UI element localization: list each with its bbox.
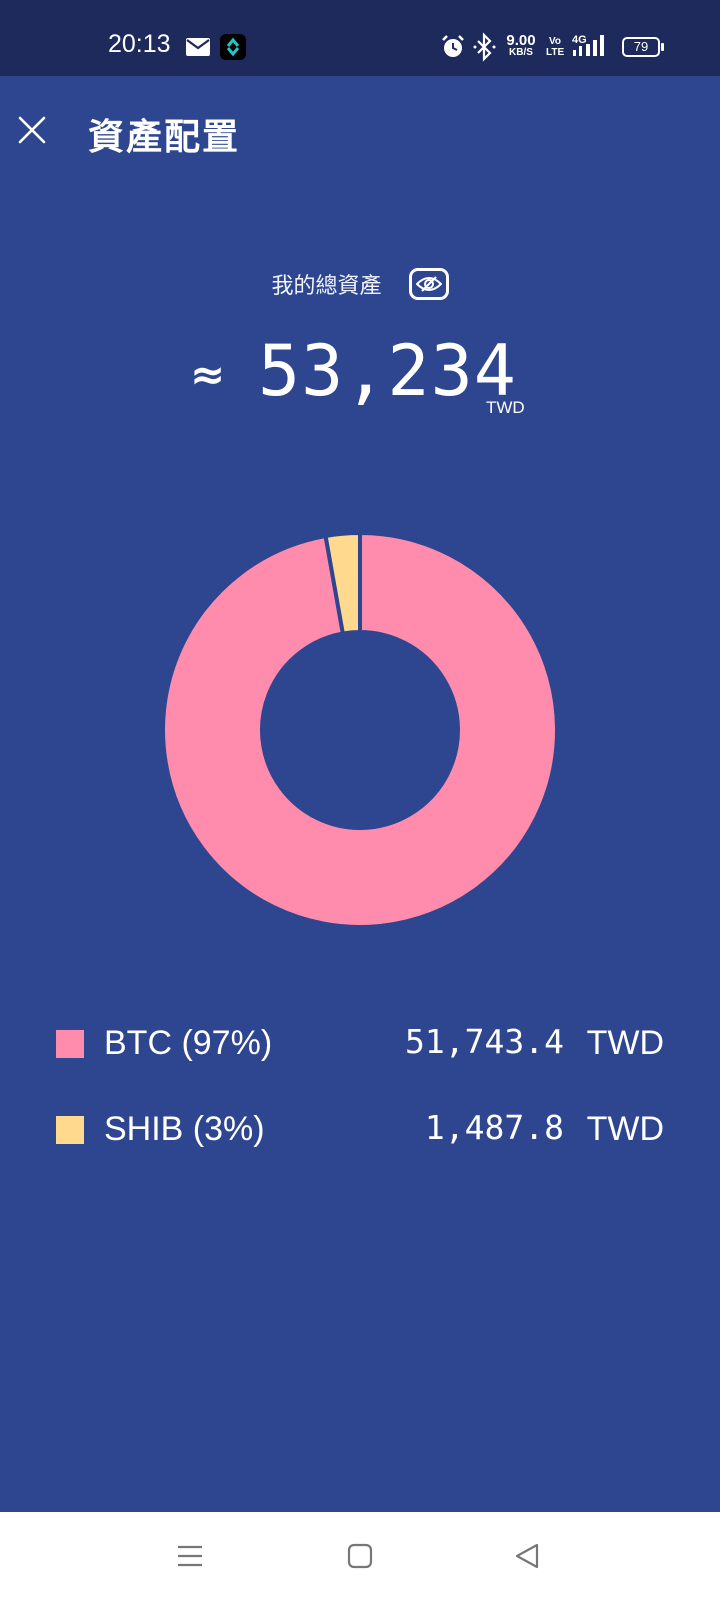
battery-tip bbox=[661, 43, 664, 51]
app-icon bbox=[220, 34, 246, 60]
home-icon[interactable] bbox=[342, 1538, 378, 1574]
menu-icon[interactable] bbox=[172, 1538, 208, 1574]
bluetooth-icon bbox=[473, 32, 496, 62]
legend-swatch-btc bbox=[56, 1030, 84, 1058]
legend-row-shib: SHIB (3%) 1,487.8 TWD bbox=[0, 1100, 720, 1160]
visibility-toggle-button[interactable] bbox=[408, 268, 449, 300]
network-speed: 9.00 KB/S bbox=[504, 33, 538, 58]
status-bar: 20:13 9.00 KB/S Vo LTE 4G 79 bbox=[0, 0, 720, 76]
eye-icon bbox=[415, 276, 442, 292]
allocation-donut-chart bbox=[161, 530, 559, 929]
back-icon[interactable] bbox=[510, 1538, 546, 1574]
legend-unit-shib: TWD bbox=[586, 1110, 664, 1148]
donut-slice-shib bbox=[323, 530, 362, 636]
mail-icon bbox=[186, 38, 210, 56]
svg-text:4G: 4G bbox=[572, 34, 587, 46]
total-assets-value: 53,234 bbox=[258, 330, 517, 412]
close-icon[interactable] bbox=[16, 114, 48, 146]
network-speed-unit: KB/S bbox=[509, 47, 533, 58]
total-assets-label: 我的總資產 bbox=[271, 274, 382, 299]
volte-bottom: LTE bbox=[546, 47, 565, 58]
volte-indicator: Vo LTE bbox=[546, 36, 564, 58]
page-title: 資產配置 bbox=[88, 117, 241, 158]
signal-icon: 4G bbox=[572, 34, 604, 56]
approx-symbol: ≈ bbox=[190, 350, 226, 399]
navigation-bar bbox=[0, 1512, 720, 1600]
volte-top: Vo bbox=[548, 36, 562, 47]
total-assets-label-row: 我的總資產 bbox=[0, 268, 720, 300]
legend-row-btc: BTC (97%) 51,743.4 TWD bbox=[0, 1014, 720, 1074]
legend-value-btc: 51,743.4 bbox=[405, 1022, 564, 1061]
legend-unit-btc: TWD bbox=[586, 1024, 664, 1062]
legend-label-shib: SHIB (3%) bbox=[104, 1110, 265, 1148]
alarm-icon bbox=[442, 35, 464, 57]
legend-swatch-shib bbox=[56, 1116, 84, 1144]
network-speed-value: 9.00 bbox=[506, 32, 536, 49]
total-assets-unit: TWD bbox=[486, 398, 525, 417]
legend-value-shib: 1,487.8 bbox=[424, 1108, 564, 1147]
status-time: 20:13 bbox=[108, 30, 171, 58]
donut-slice-btc bbox=[161, 530, 559, 929]
battery-icon: 79 bbox=[622, 37, 660, 57]
legend-label-btc: BTC (97%) bbox=[104, 1024, 273, 1062]
